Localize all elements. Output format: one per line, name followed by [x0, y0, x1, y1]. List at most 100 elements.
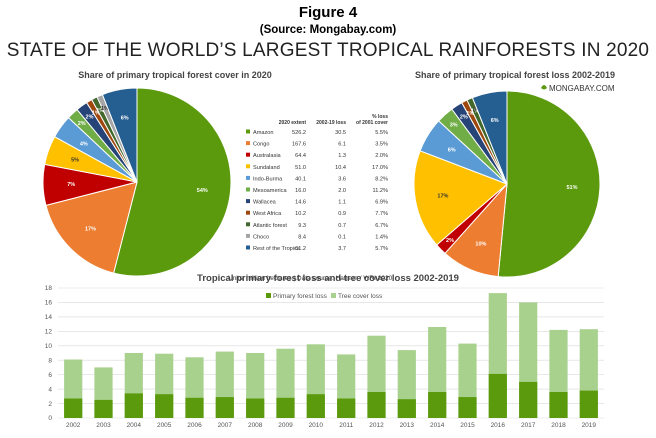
table-row-extent: 40.1 [295, 176, 306, 182]
pie-slice-congo [45, 181, 138, 274]
x-tick-label: 2018 [551, 422, 566, 429]
pie-slice-rest-of-the-tropics [471, 90, 508, 185]
pie-slice-amazon [113, 87, 232, 277]
pie-loss-title: Share of primary tropical forest loss 20… [415, 70, 615, 80]
pie-label-australasia: 7% [67, 182, 75, 188]
legend-swatch-amazon [246, 129, 250, 134]
table-row-pct: 5.5% [375, 130, 388, 136]
bar-primary-forest-loss-2007 [215, 397, 234, 418]
bar-primary-forest-loss-2013 [397, 399, 416, 418]
pie-label-wallacea: 2% [460, 115, 468, 121]
x-tick-label: 2012 [369, 422, 384, 429]
bar-primary-forest-loss-2010 [306, 394, 325, 418]
table-row-loss: 10.4 [335, 165, 346, 171]
bar-primary-forest-loss-2016 [488, 373, 507, 418]
bar-primary-forest-loss-2017 [519, 381, 538, 418]
y-tick-label: 2 [48, 401, 52, 408]
x-tick-label: 2010 [309, 422, 324, 429]
table-row-extent: 64.4 [295, 153, 306, 159]
legend-swatch-atlantic-forest [246, 222, 250, 227]
legend-label-primary-forest-loss: Primary forest loss [273, 293, 328, 300]
bar-primary-forest-loss-2012 [367, 392, 386, 418]
table-row-loss: 1.1 [338, 200, 346, 206]
table-row-extent: 167.6 [292, 142, 306, 148]
table-header-loss: 2002-19 loss [316, 120, 346, 126]
x-tick-label: 2008 [248, 422, 263, 429]
legend-swatch-mesoamerica [246, 187, 250, 192]
x-tick-label: 2011 [339, 422, 353, 429]
pie-cover-title: Share of primary tropical forest cover i… [78, 70, 272, 80]
bar-primary-forest-loss-2005 [155, 394, 174, 418]
table-row-extent: 10.2 [295, 211, 306, 217]
figure-source: (Source: Mongabay.com) [259, 24, 397, 36]
table-row-pct: 6.9% [375, 200, 388, 206]
bar-primary-forest-loss-2019 [579, 390, 598, 418]
bar-primary-forest-loss-2014 [428, 392, 447, 418]
table-row-loss: 0.7 [338, 223, 346, 229]
table-header-pct: % loss of 2001 cover [356, 114, 388, 126]
bar-primary-forest-loss-2011 [337, 398, 356, 418]
figure-title: Figure 4 [298, 4, 358, 21]
table-row-name: Mesoamerica [253, 188, 287, 194]
table-row-pct: 11.2% [373, 188, 388, 194]
legend-swatch-indo-burma [246, 175, 250, 180]
x-tick-label: 2004 [127, 422, 142, 429]
bar-primary-forest-loss-2008 [246, 398, 265, 418]
pie-cover: 54%17%7%5%4%2%2%1%1%1%6% [42, 87, 232, 277]
y-tick-label: 16 [45, 300, 53, 307]
table-row-loss: 0.1 [338, 234, 346, 240]
table-row-name: Indo-Burma [253, 176, 283, 182]
table-row-extent: 16.0 [295, 188, 306, 194]
table-row-name: Amazon [253, 130, 274, 136]
y-tick-label: 6 [48, 372, 52, 379]
table-row-loss: 30.5 [335, 130, 346, 136]
x-tick-label: 2005 [157, 422, 172, 429]
table-row-pct: 2.0% [375, 153, 388, 159]
leaf-icon [541, 85, 547, 90]
pie-label-congo: 10% [475, 242, 486, 248]
x-tick-label: 2019 [582, 422, 597, 429]
brand-name: MONGABAY.COM [549, 84, 615, 93]
pie-label-sundaland: 5% [71, 158, 79, 164]
legend-swatch-rest-of-the-tropics [246, 245, 250, 250]
pie-label-mesoamerica: 2% [78, 121, 86, 127]
table-row-loss: 6.1 [338, 142, 346, 148]
table-row-loss: 3.7 [338, 246, 346, 252]
table-row-extent: 526.2 [292, 130, 306, 136]
bar-primary-forest-loss-2002 [64, 398, 83, 418]
table-row-loss: 0.9 [338, 211, 346, 217]
mongabay-logo: MONGABAY.COM [541, 84, 615, 93]
bar-primary-forest-loss-2018 [549, 392, 568, 418]
table-row-pct: 7.7% [375, 211, 388, 217]
table-row-name: Sundaland [253, 165, 280, 171]
table-row-pct: 3.5% [375, 142, 388, 148]
y-tick-label: 18 [45, 285, 53, 292]
table-row-pct: 5.7% [375, 246, 388, 252]
pie-label-wallacea: 2% [86, 115, 94, 121]
y-tick-label: 14 [45, 314, 53, 321]
pie-label-amazon: 51% [566, 185, 577, 191]
legend-swatch-sundaland [246, 164, 250, 169]
pie-label-atlantic-forest: 1% [96, 108, 104, 114]
bar-primary-forest-loss-2009 [276, 397, 295, 418]
table-row-extent: 8.4 [298, 234, 306, 240]
x-tick-label: 2009 [278, 422, 293, 429]
pie-label-australasia: 2% [446, 238, 454, 244]
x-tick-label: 2014 [430, 422, 445, 429]
bar-chart: 0 2 4 6 8 10 12 14 16 18 2002 2003 2004 2005 2006 2007 2… [45, 285, 604, 429]
table-row-extent: 61.2 [295, 246, 306, 252]
pie-slice-sundaland [413, 150, 508, 246]
table-row-pct: 8.2% [375, 176, 388, 182]
bar-chart-title: Tropical primary forest loss and tree co… [197, 273, 459, 284]
pie-label-indo-burma: 6% [448, 148, 456, 154]
table-row-name: Rest of the Tropics [253, 246, 300, 252]
legend-label-tree-cover-loss: Tree cover loss [338, 293, 383, 300]
table-row-loss: 2.0 [338, 188, 346, 194]
legend-swatch-west-africa [246, 210, 250, 215]
units-note: Units: million hectares | Data source: H… [228, 275, 393, 282]
legend-swatch-tree-cover-loss [331, 293, 336, 298]
table-row-name: Choco [253, 234, 269, 240]
table-row-pct: 1.4% [375, 234, 388, 240]
y-tick-label: 4 [48, 386, 52, 393]
